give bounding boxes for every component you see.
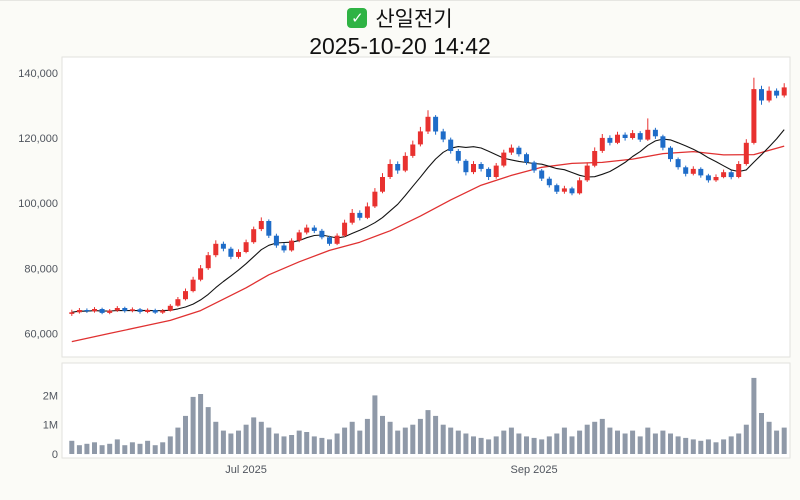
svg-text:Jul 2025: Jul 2025 [225, 464, 267, 476]
x-axis-labels: Jul 2025 Sep 2025 [225, 464, 557, 476]
ma-short-line [71, 129, 785, 313]
svg-text:100,000: 100,000 [18, 198, 58, 210]
svg-text:60,000: 60,000 [24, 328, 58, 340]
svg-text:2M: 2M [43, 390, 58, 402]
svg-text:120,000: 120,000 [18, 133, 58, 145]
svg-text:1M: 1M [43, 420, 58, 432]
chart-datetime: 2025-10-20 14:42 [309, 33, 491, 59]
title-line: ✓ 산일전기 [0, 5, 800, 31]
volume-bars [69, 377, 787, 455]
svg-text:80,000: 80,000 [24, 263, 58, 275]
ma-long-line [71, 145, 785, 343]
volume-axis-labels: 2M 1M 0 [43, 390, 58, 461]
candles-layer [69, 77, 787, 316]
svg-text:Sep 2025: Sep 2025 [511, 464, 558, 476]
stock-title: 산일전기 [375, 8, 453, 31]
svg-text:0: 0 [52, 449, 58, 461]
svg-text:140,000: 140,000 [18, 68, 58, 80]
price-axis-labels: 140,000 120,000 100,000 80,000 60,000 [18, 68, 58, 341]
chart-header: ✓ 산일전기 2025-10-20 14:42 [0, 5, 800, 60]
check-icon: ✓ [347, 8, 368, 28]
